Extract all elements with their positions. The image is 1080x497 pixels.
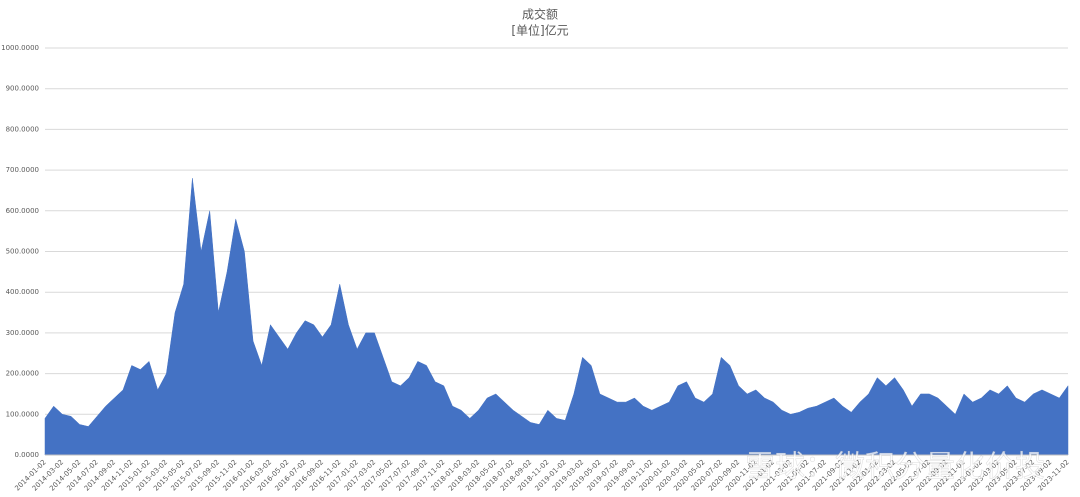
area bbox=[44, 178, 1069, 456]
y-tick-label: 800.0000 bbox=[6, 125, 39, 133]
y-tick-label: 300.0000 bbox=[6, 329, 39, 337]
y-tick-label: 200.0000 bbox=[6, 370, 39, 378]
watermark: 雪球：微积分量化价投 bbox=[745, 450, 1045, 485]
y-tick-label: 1000.0000 bbox=[1, 44, 39, 52]
chart-subtitle: [单位]亿元 bbox=[511, 23, 568, 38]
y-tick-label: 600.0000 bbox=[6, 207, 39, 215]
y-tick-label: 400.0000 bbox=[6, 288, 39, 296]
y-tick-label: 500.0000 bbox=[6, 248, 39, 256]
y-tick-label: 700.0000 bbox=[6, 166, 39, 174]
y-tick-label: 0.0000 bbox=[15, 451, 40, 459]
chart-title: 成交额 bbox=[522, 7, 558, 22]
y-tick-label: 900.0000 bbox=[6, 85, 39, 93]
y-tick-label: 100.0000 bbox=[6, 410, 39, 418]
